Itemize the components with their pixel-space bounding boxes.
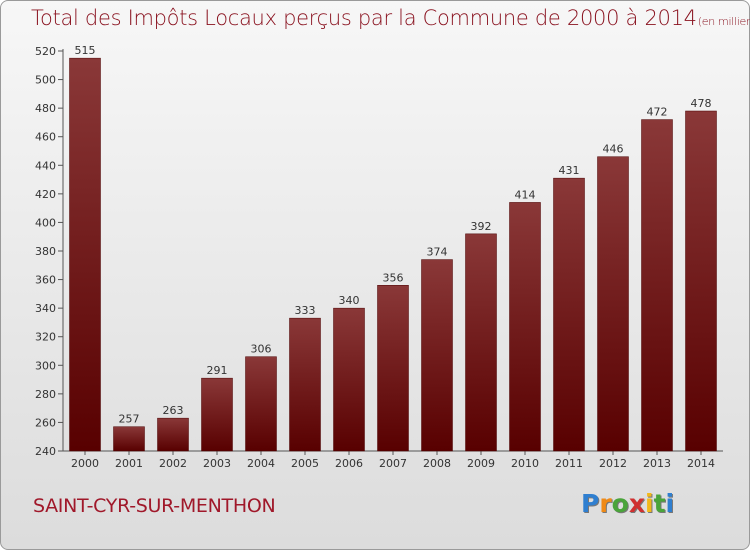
bar-value-label: 392	[471, 220, 492, 233]
x-tick-label: 2001	[115, 457, 143, 470]
bar-value-label: 431	[559, 164, 580, 177]
bar-value-label: 515	[75, 44, 96, 57]
bar-2001	[113, 426, 145, 452]
proxiti-logo[interactable]: Proxiti	[581, 489, 674, 518]
y-tick-label: 520	[35, 45, 56, 58]
logo-letter: o	[611, 489, 629, 518]
y-tick-label: 260	[35, 416, 56, 429]
bar-2013	[641, 119, 673, 452]
y-tick-label: 320	[35, 331, 56, 344]
bar-2002	[157, 417, 189, 452]
chart-title-unit: (en milliers d'€)	[697, 15, 750, 28]
x-tick-label: 2006	[335, 457, 363, 470]
x-tick-label: 2008	[423, 457, 451, 470]
x-tick-label: 2003	[203, 457, 231, 470]
bar-value-label: 472	[647, 106, 668, 119]
bar-2005	[289, 317, 321, 452]
bar-2000	[69, 57, 101, 452]
bar-value-label: 340	[339, 294, 360, 307]
y-tick-label: 460	[35, 131, 56, 144]
bar-value-label: 414	[515, 188, 536, 201]
y-tick-label: 280	[35, 388, 56, 401]
bar-2006	[333, 307, 365, 452]
bar-value-label: 291	[207, 364, 228, 377]
bar-2007	[377, 285, 409, 452]
x-tick-label: 2004	[247, 457, 275, 470]
x-tick-label: 2012	[599, 457, 627, 470]
y-tick-label: 420	[35, 188, 56, 201]
y-tick-label: 240	[35, 445, 56, 458]
y-tick-label: 300	[35, 359, 56, 372]
bar-2012	[597, 156, 629, 452]
x-tick-label: 2013	[643, 457, 671, 470]
commune-name: SAINT-CYR-SUR-MENTHON	[33, 495, 276, 517]
chart-title: Total des Impôts Locaux perçus par la Co…	[31, 6, 750, 30]
y-tick-label: 400	[35, 216, 56, 229]
bar-2010	[509, 202, 541, 452]
bar-value-label: 333	[295, 304, 316, 317]
x-tick-label: 2000	[71, 457, 99, 470]
y-tick-label: 380	[35, 245, 56, 258]
y-tick-label: 360	[35, 274, 56, 287]
bar-2011	[553, 177, 585, 452]
logo-letter: r	[599, 489, 612, 518]
y-tick-label: 480	[35, 102, 56, 115]
bar-value-label: 306	[251, 343, 272, 356]
bar-value-label: 374	[427, 246, 448, 259]
logo-letter: x	[628, 489, 645, 518]
x-tick-label: 2010	[511, 457, 539, 470]
bar-2004	[245, 356, 277, 452]
x-axis: 2000 2001 2002 2003 2004 2005 2006 2007 2008 2009…	[63, 450, 723, 470]
bar-value-label: 257	[119, 413, 140, 426]
x-tick-label: 2007	[379, 457, 407, 470]
bar-2003	[201, 377, 233, 452]
logo-letter: i	[645, 489, 654, 518]
bar-2009	[465, 233, 497, 452]
y-tick-label: 340	[35, 302, 56, 315]
y-tick-label: 440	[35, 159, 56, 172]
bar-2008	[421, 259, 453, 452]
x-tick-label: 2005	[291, 457, 319, 470]
bar-value-label: 478	[691, 97, 712, 110]
bar-2014	[685, 110, 717, 452]
x-tick-label: 2002	[159, 457, 187, 470]
logo-letter: i	[665, 489, 675, 518]
x-tick-label: 2011	[555, 457, 583, 470]
chart-title-text: Total des Impôts Locaux perçus par la Co…	[31, 6, 697, 30]
logo-letter: t	[653, 489, 666, 518]
logo-letter: P	[581, 489, 600, 518]
bar-value-label: 263	[163, 404, 184, 417]
x-tick-label: 2014	[687, 457, 715, 470]
data-labels: 515 257 263 291 306 333 340 356 374 392 414 431 446 4…	[75, 44, 712, 426]
bar-value-label: 446	[603, 143, 624, 156]
y-tick-label: 500	[35, 74, 56, 87]
x-tick-label: 2009	[467, 457, 495, 470]
bars	[69, 57, 717, 452]
bar-value-label: 356	[383, 271, 404, 284]
y-axis: 240 260 280 300 320 340 360 380 400 420 440 460 480 5…	[35, 45, 64, 458]
